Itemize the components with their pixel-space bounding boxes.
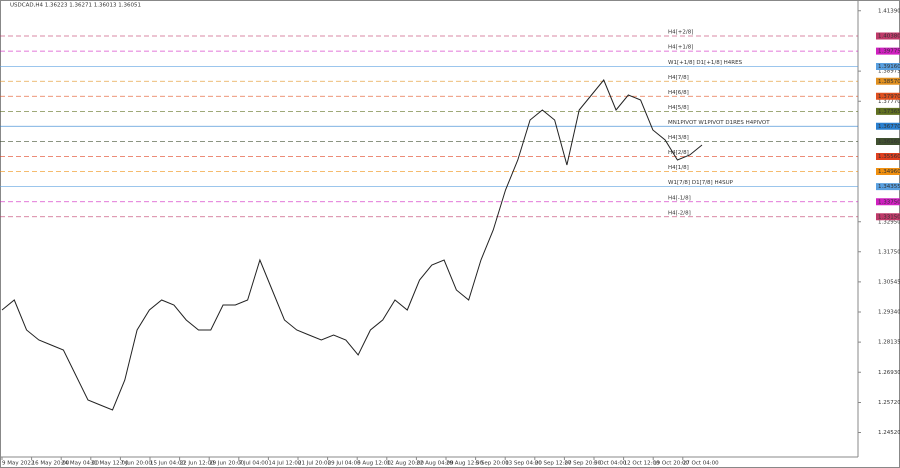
x-tick-label: 29 Aug 12:00 xyxy=(446,461,484,467)
x-tick-label: 22 Aug 04:00 xyxy=(416,461,454,467)
y-tick-label: 1.24520 xyxy=(878,430,900,436)
level-label: H4[3/8] xyxy=(668,135,689,141)
x-tick-label: 5 Sep 20:00 xyxy=(476,461,510,467)
price-tag xyxy=(876,122,900,130)
x-tick-label: 15 Jun 04:00 xyxy=(150,461,185,467)
price-tag xyxy=(876,47,900,55)
price-tag xyxy=(876,107,900,115)
level-label: W1[+1/8] D1[+1/8] H4RES xyxy=(668,60,743,66)
x-tick-label: 22 Jun 12:00 xyxy=(180,461,215,467)
x-tick-label: 21 Jul 20:00 xyxy=(298,461,331,467)
price-tag xyxy=(876,138,900,145)
y-tick-label: 1.30545 xyxy=(878,279,900,285)
price-tag-label: 1.40380 xyxy=(878,34,900,40)
level-label: H4[+1/8] xyxy=(668,45,693,51)
price-tag xyxy=(876,32,900,40)
level-label: H4[2/8] xyxy=(668,150,689,156)
x-tick-label: 16 May 20:00 xyxy=(32,461,70,467)
price-tag xyxy=(876,77,900,85)
x-tick-label: 5 Oct 04:00 xyxy=(594,461,627,467)
price-tag-label: 1.34960 xyxy=(878,169,900,175)
price-tag-label: 1.37970 xyxy=(878,94,900,100)
y-tick-label: 1.32950 xyxy=(878,219,900,225)
y-tick-label: 1.38975 xyxy=(878,69,900,75)
y-tick-label: 1.25720 xyxy=(878,400,900,406)
price-tag-label: 1.36160 xyxy=(878,139,900,145)
price-tag xyxy=(876,92,900,100)
x-tick-label: 19 Oct 20:00 xyxy=(653,461,689,467)
level-label: W1[7/8] D1[7/8] H4SUP xyxy=(668,180,734,186)
y-tick-label: 1.41390 xyxy=(878,8,900,14)
level-label: H4[1/8] xyxy=(668,165,689,171)
price-tag-label: 1.36770 xyxy=(878,124,900,130)
level-label: H4[6/8] xyxy=(668,90,689,96)
x-tick-label: 20 Sep 12:00 xyxy=(535,461,572,467)
price-tag xyxy=(876,183,900,191)
x-tick-label: 9 May 2022 xyxy=(2,461,34,467)
x-tick-label: 7 Jul 04:00 xyxy=(239,461,269,467)
y-tick-label: 1.37770 xyxy=(878,99,900,105)
level-label: H4[7/8] xyxy=(668,75,689,81)
y-tick-label: 1.26930 xyxy=(878,370,900,376)
level-label: H4[-1/8] xyxy=(668,195,691,201)
y-tick-label: 1.29340 xyxy=(878,310,900,316)
price-tag-label: 1.39775 xyxy=(878,49,900,55)
x-tick-label: 31 May 12:00 xyxy=(91,461,129,467)
price-line xyxy=(1,79,703,411)
price-tag-label: 1.39160 xyxy=(878,64,900,70)
x-tick-label: 29 Jul 04:00 xyxy=(328,461,361,467)
x-tick-label: 14 Jul 12:00 xyxy=(268,461,301,467)
x-tick-label: 27 Oct 04:00 xyxy=(683,461,719,467)
x-tick-label: 29 Jun 20:00 xyxy=(209,461,244,467)
y-tick-label: 1.28135 xyxy=(878,340,900,346)
price-tag-label: 1.38570 xyxy=(878,79,900,85)
level-label: H4[-2/8] xyxy=(668,210,691,216)
x-tick-label: 27 Sep 20:00 xyxy=(564,461,601,467)
x-tick-label: 12 Oct 12:00 xyxy=(624,461,660,467)
level-label: MN1PIVOT W1PIVOT D1RES H4PIVOT xyxy=(668,120,770,126)
price-tag-label: 1.33150 xyxy=(878,214,900,220)
level-label: H4[5/8] xyxy=(668,105,689,111)
x-tick-label: 12 Aug 20:00 xyxy=(387,461,425,467)
y-tick-label: 1.31750 xyxy=(878,249,900,255)
x-tick-label: 7 Jun 20:00 xyxy=(120,461,152,467)
price-tag-label: 1.34355 xyxy=(878,184,900,190)
price-tag-label: 1.37365 xyxy=(878,109,900,115)
price-tag xyxy=(876,63,900,70)
level-label: H4[+2/8] xyxy=(668,30,693,36)
x-tick-label: 13 Sep 04:00 xyxy=(505,461,542,467)
price-tag xyxy=(876,153,900,160)
price-tag-label: 1.33750 xyxy=(878,199,900,205)
price-tag xyxy=(876,168,900,175)
price-tag xyxy=(876,198,900,206)
price-tag xyxy=(876,213,900,221)
x-tick-label: 5 Aug 12:00 xyxy=(357,461,391,467)
price-tag-label: 1.35560 xyxy=(878,154,900,160)
chart-title: USDCAD,H4 1.36223 1.36271 1.36013 1.3605… xyxy=(10,3,141,9)
x-tick-label: 24 May 04:00 xyxy=(61,461,99,467)
